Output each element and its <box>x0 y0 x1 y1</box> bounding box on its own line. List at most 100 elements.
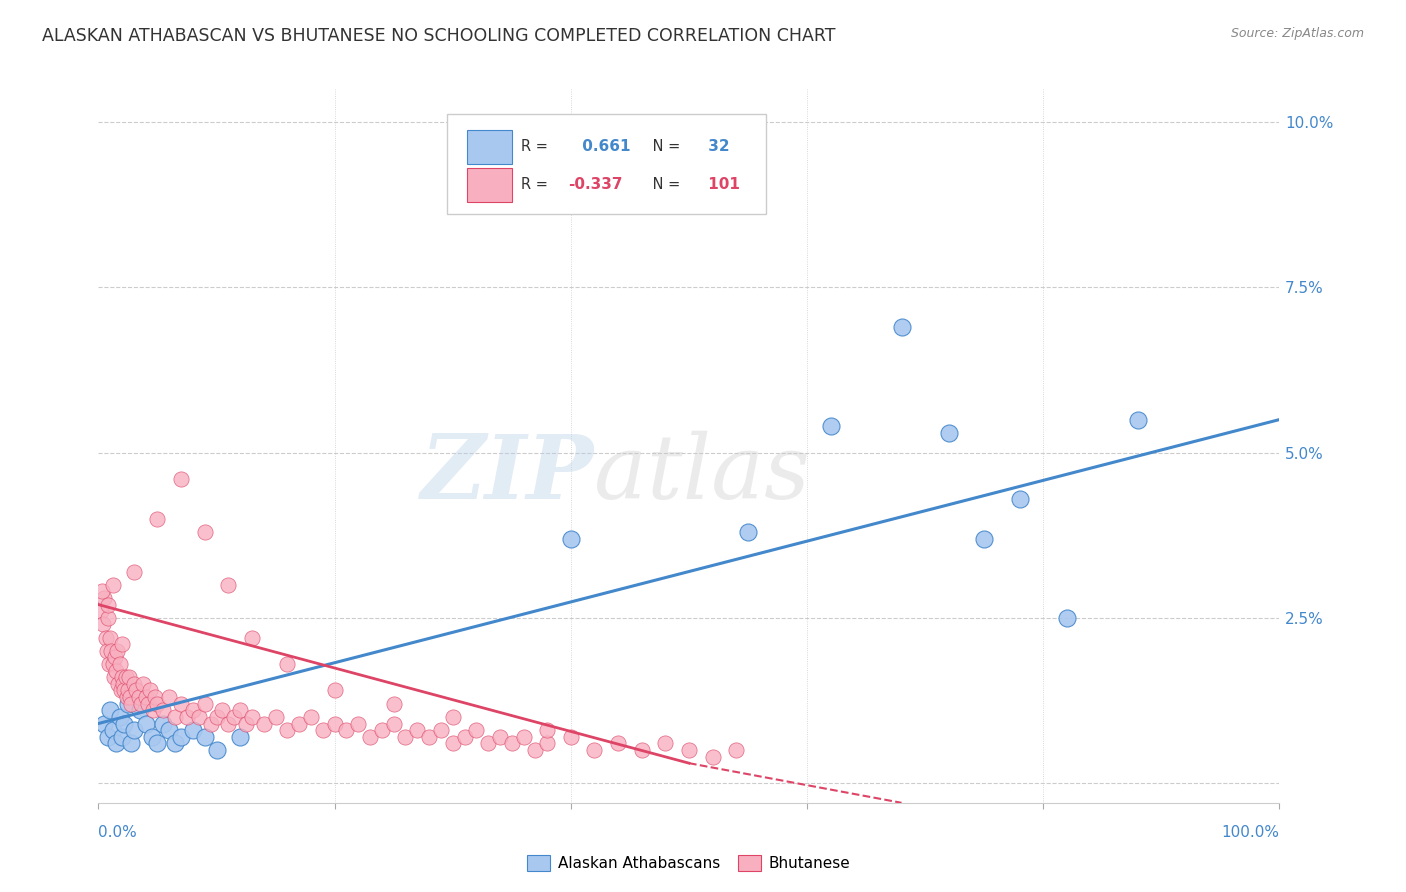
Point <box>97 611 120 625</box>
Point <box>725 743 748 757</box>
Point <box>1056 611 1078 625</box>
Point <box>132 677 155 691</box>
Point <box>135 716 157 731</box>
Point <box>264 710 287 724</box>
Point <box>536 736 558 750</box>
Point <box>115 690 138 704</box>
Text: ALASKAN ATHABASCAN VS BHUTANESE NO SCHOOLING COMPLETED CORRELATION CHART: ALASKAN ATHABASCAN VS BHUTANESE NO SCHOO… <box>42 27 835 45</box>
Point <box>441 736 464 750</box>
Point <box>890 320 912 334</box>
Point <box>371 723 394 738</box>
Point <box>146 736 169 750</box>
Point <box>108 710 131 724</box>
Point <box>136 697 159 711</box>
Point <box>121 697 143 711</box>
Point <box>477 736 499 750</box>
Text: N =: N = <box>648 139 685 153</box>
Point <box>165 710 187 724</box>
Point <box>299 710 322 724</box>
Point <box>101 578 124 592</box>
Point <box>489 730 512 744</box>
Point <box>111 637 134 651</box>
Point <box>176 710 198 724</box>
Point <box>107 677 129 691</box>
Point <box>583 743 606 757</box>
Point <box>91 617 114 632</box>
Legend: Alaskan Athabascans, Bhutanese: Alaskan Athabascans, Bhutanese <box>522 849 856 877</box>
Point <box>104 650 127 665</box>
Point <box>1126 412 1149 426</box>
Point <box>117 683 139 698</box>
Text: N =: N = <box>648 178 685 193</box>
Point <box>359 730 381 744</box>
Point <box>135 690 157 704</box>
Point <box>678 743 700 757</box>
Point <box>312 723 335 738</box>
Text: 0.661: 0.661 <box>576 139 630 153</box>
Point <box>122 723 145 738</box>
Point <box>170 697 193 711</box>
Point <box>110 683 132 698</box>
Point <box>112 677 135 691</box>
Point <box>453 730 475 744</box>
Point <box>205 743 228 757</box>
Point <box>418 730 440 744</box>
Text: 32: 32 <box>703 139 730 153</box>
Point <box>96 644 118 658</box>
Text: 101: 101 <box>703 178 740 193</box>
Point <box>105 644 128 658</box>
Point <box>103 670 125 684</box>
Point <box>101 657 124 671</box>
Point <box>288 716 311 731</box>
Point <box>560 730 582 744</box>
Point <box>194 697 217 711</box>
Point <box>129 697 152 711</box>
Point <box>702 749 724 764</box>
Point <box>406 723 429 738</box>
Point <box>335 723 357 738</box>
Point <box>125 683 148 698</box>
Point <box>146 697 169 711</box>
FancyBboxPatch shape <box>447 114 766 214</box>
Point <box>122 677 145 691</box>
Point <box>382 697 405 711</box>
Point <box>253 716 276 731</box>
Point <box>91 584 114 599</box>
Point <box>117 697 139 711</box>
Point <box>112 716 135 731</box>
Point <box>122 565 145 579</box>
Point <box>240 710 263 724</box>
Point <box>94 631 117 645</box>
Point <box>501 736 523 750</box>
Point <box>607 736 630 750</box>
Text: R =: R = <box>522 139 553 153</box>
Point <box>323 683 346 698</box>
Point <box>512 730 534 744</box>
Point <box>194 524 217 539</box>
Point <box>142 703 165 717</box>
Point <box>157 723 180 738</box>
Point <box>170 472 193 486</box>
Point <box>128 703 150 717</box>
Point <box>240 631 263 645</box>
Point <box>536 723 558 738</box>
Point <box>112 683 135 698</box>
Point <box>165 736 187 750</box>
Text: ZIP: ZIP <box>420 432 595 517</box>
Point <box>181 723 204 738</box>
Point <box>128 690 150 704</box>
Point <box>973 532 995 546</box>
Point <box>235 716 257 731</box>
Point <box>105 664 128 678</box>
Point <box>146 511 169 525</box>
Point <box>93 591 115 605</box>
Point <box>465 723 488 738</box>
Text: atlas: atlas <box>595 431 810 518</box>
Point <box>347 716 370 731</box>
Point <box>394 730 416 744</box>
Point <box>187 710 209 724</box>
Point <box>430 723 453 738</box>
Text: 0.0%: 0.0% <box>98 825 138 840</box>
Point <box>93 716 115 731</box>
Point <box>143 690 166 704</box>
